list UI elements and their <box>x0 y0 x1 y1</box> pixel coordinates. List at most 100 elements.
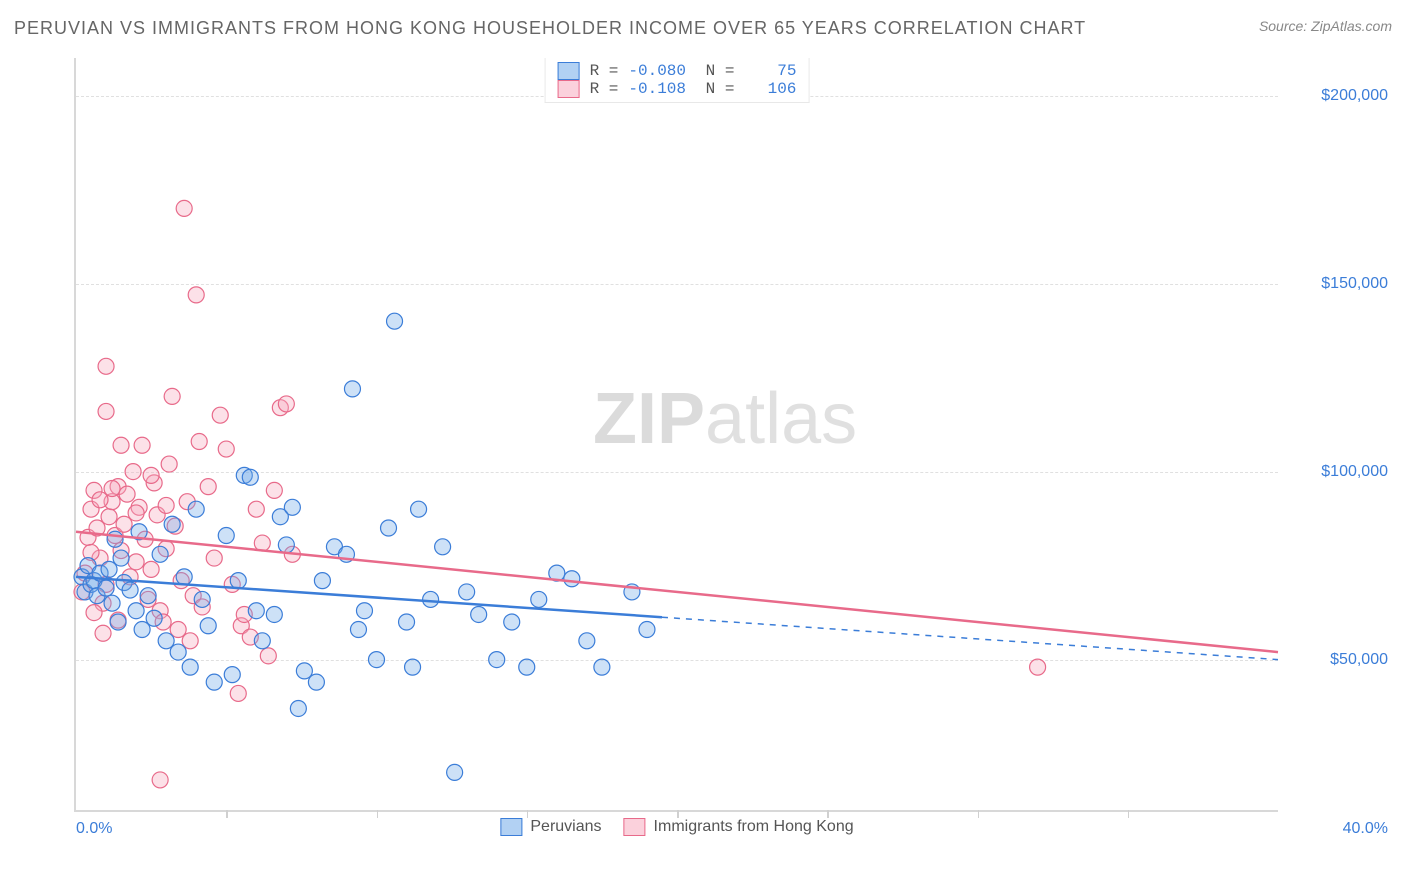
data-point <box>405 659 421 675</box>
data-point <box>260 648 276 664</box>
data-point <box>344 381 360 397</box>
data-point <box>98 580 114 596</box>
y-tick-label: $200,000 <box>1288 87 1388 105</box>
data-point <box>531 591 547 607</box>
data-point <box>248 501 264 517</box>
x-tick-max: 40.0% <box>1288 820 1388 838</box>
data-point <box>170 644 186 660</box>
data-point <box>278 396 294 412</box>
data-point <box>206 674 222 690</box>
data-point <box>639 622 655 638</box>
legend-label-peruvians: Peruvians <box>530 818 601 836</box>
data-point <box>191 434 207 450</box>
data-point <box>200 618 216 634</box>
swatch-hongkong <box>624 818 646 836</box>
data-point <box>423 591 439 607</box>
r-value-peruvians: -0.080 <box>628 62 686 80</box>
data-point <box>86 605 102 621</box>
data-point <box>278 537 294 553</box>
data-point <box>104 595 120 611</box>
data-point <box>381 520 397 536</box>
r-label: R = <box>590 62 619 80</box>
data-point <box>182 659 198 675</box>
chart-title: PERUVIAN VS IMMIGRANTS FROM HONG KONG HO… <box>14 18 1086 39</box>
legend-item-hongkong: Immigrants from Hong Kong <box>624 818 854 836</box>
swatch-peruvians <box>500 818 522 836</box>
data-point <box>594 659 610 675</box>
data-point <box>206 550 222 566</box>
data-point <box>411 501 427 517</box>
data-point <box>146 610 162 626</box>
plot-svg <box>76 58 1278 810</box>
data-point <box>435 539 451 555</box>
correlation-legend: R = -0.080 N = 75 R = -0.108 N = 106 <box>545 58 810 103</box>
data-point <box>164 388 180 404</box>
data-point <box>158 497 174 513</box>
n-value-hongkong: 106 <box>744 80 796 98</box>
source-value: ZipAtlas.com <box>1311 18 1392 34</box>
data-point <box>119 486 135 502</box>
r-label: R = <box>590 80 619 98</box>
legend-item-peruvians: Peruvians <box>500 818 601 836</box>
data-point <box>242 469 258 485</box>
data-point <box>224 667 240 683</box>
swatch-hongkong <box>558 80 580 98</box>
data-point <box>113 437 129 453</box>
plot-area: ZIPatlas R = -0.080 N = 75 R = -0.108 N … <box>74 58 1278 812</box>
data-point <box>104 481 120 497</box>
trend-line-dashed <box>662 617 1278 659</box>
data-point <box>399 614 415 630</box>
data-point <box>194 591 210 607</box>
data-point <box>152 546 168 562</box>
data-point <box>519 659 535 675</box>
data-point <box>98 403 114 419</box>
data-point <box>356 603 372 619</box>
legend-label-hongkong: Immigrants from Hong Kong <box>654 818 854 836</box>
data-point <box>161 456 177 472</box>
data-point <box>128 554 144 570</box>
data-point <box>230 573 246 589</box>
data-point <box>176 200 192 216</box>
chart-container: Householder Income Over 65 years ZIPatla… <box>48 58 1388 842</box>
y-tick-label: $100,000 <box>1288 463 1388 481</box>
data-point <box>387 313 403 329</box>
data-point <box>504 614 520 630</box>
data-point <box>308 674 324 690</box>
data-point <box>579 633 595 649</box>
series-legend: Peruvians Immigrants from Hong Kong <box>500 818 853 836</box>
data-point <box>254 633 270 649</box>
n-label: N = <box>696 80 734 98</box>
data-point <box>369 652 385 668</box>
n-label: N = <box>696 62 734 80</box>
data-point <box>284 499 300 515</box>
data-point <box>152 772 168 788</box>
n-value-peruvians: 75 <box>744 62 796 80</box>
data-point <box>314 573 330 589</box>
legend-row-hongkong: R = -0.108 N = 106 <box>558 80 797 98</box>
data-point <box>266 482 282 498</box>
source-label: Source: <box>1259 18 1307 34</box>
data-point <box>107 531 123 547</box>
data-point <box>128 505 144 521</box>
data-point <box>564 571 580 587</box>
data-point <box>212 407 228 423</box>
data-point <box>248 603 264 619</box>
y-tick-label: $50,000 <box>1288 651 1388 669</box>
legend-row-peruvians: R = -0.080 N = 75 <box>558 62 797 80</box>
data-point <box>290 700 306 716</box>
data-point <box>459 584 475 600</box>
data-point <box>128 603 144 619</box>
swatch-peruvians <box>558 62 580 80</box>
data-point <box>164 516 180 532</box>
data-point <box>143 467 159 483</box>
data-point <box>113 550 129 566</box>
data-point <box>1030 659 1046 675</box>
x-tick-min: 0.0% <box>76 820 112 838</box>
data-point <box>350 622 366 638</box>
data-point <box>122 582 138 598</box>
data-point <box>143 561 159 577</box>
data-point <box>140 588 156 604</box>
data-point <box>489 652 505 668</box>
data-point <box>188 501 204 517</box>
data-point <box>95 625 111 641</box>
